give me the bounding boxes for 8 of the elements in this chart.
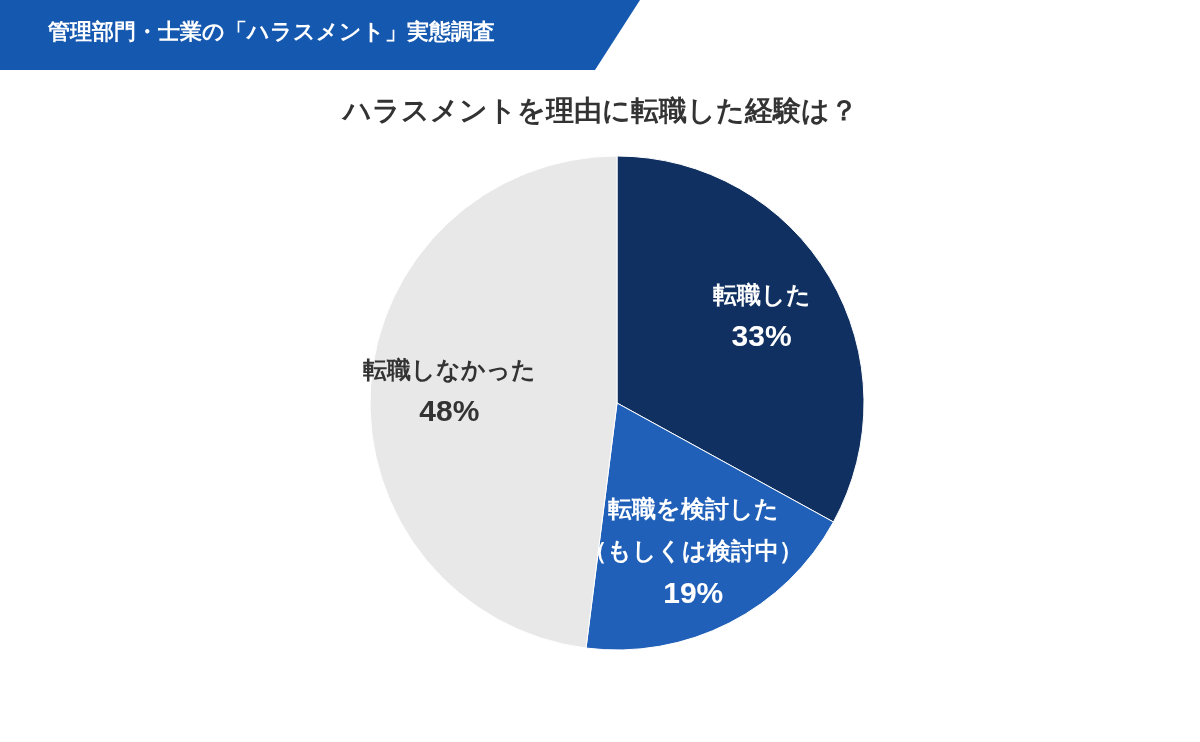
data-label: 33% xyxy=(731,319,792,353)
chart-title: ハラスメントを理由に転職した経験は？ xyxy=(340,95,858,127)
data-label: 48% xyxy=(419,394,480,428)
data-label: 19% xyxy=(663,575,724,609)
slice-label: 転職しなかった xyxy=(362,355,536,383)
text: 管理部門・士業の「ハラスメント」実態調査 xyxy=(47,18,495,44)
slice-label: 転職を検討した（もしくは検討中） xyxy=(583,495,804,564)
slice-label: 転職した xyxy=(712,280,811,308)
